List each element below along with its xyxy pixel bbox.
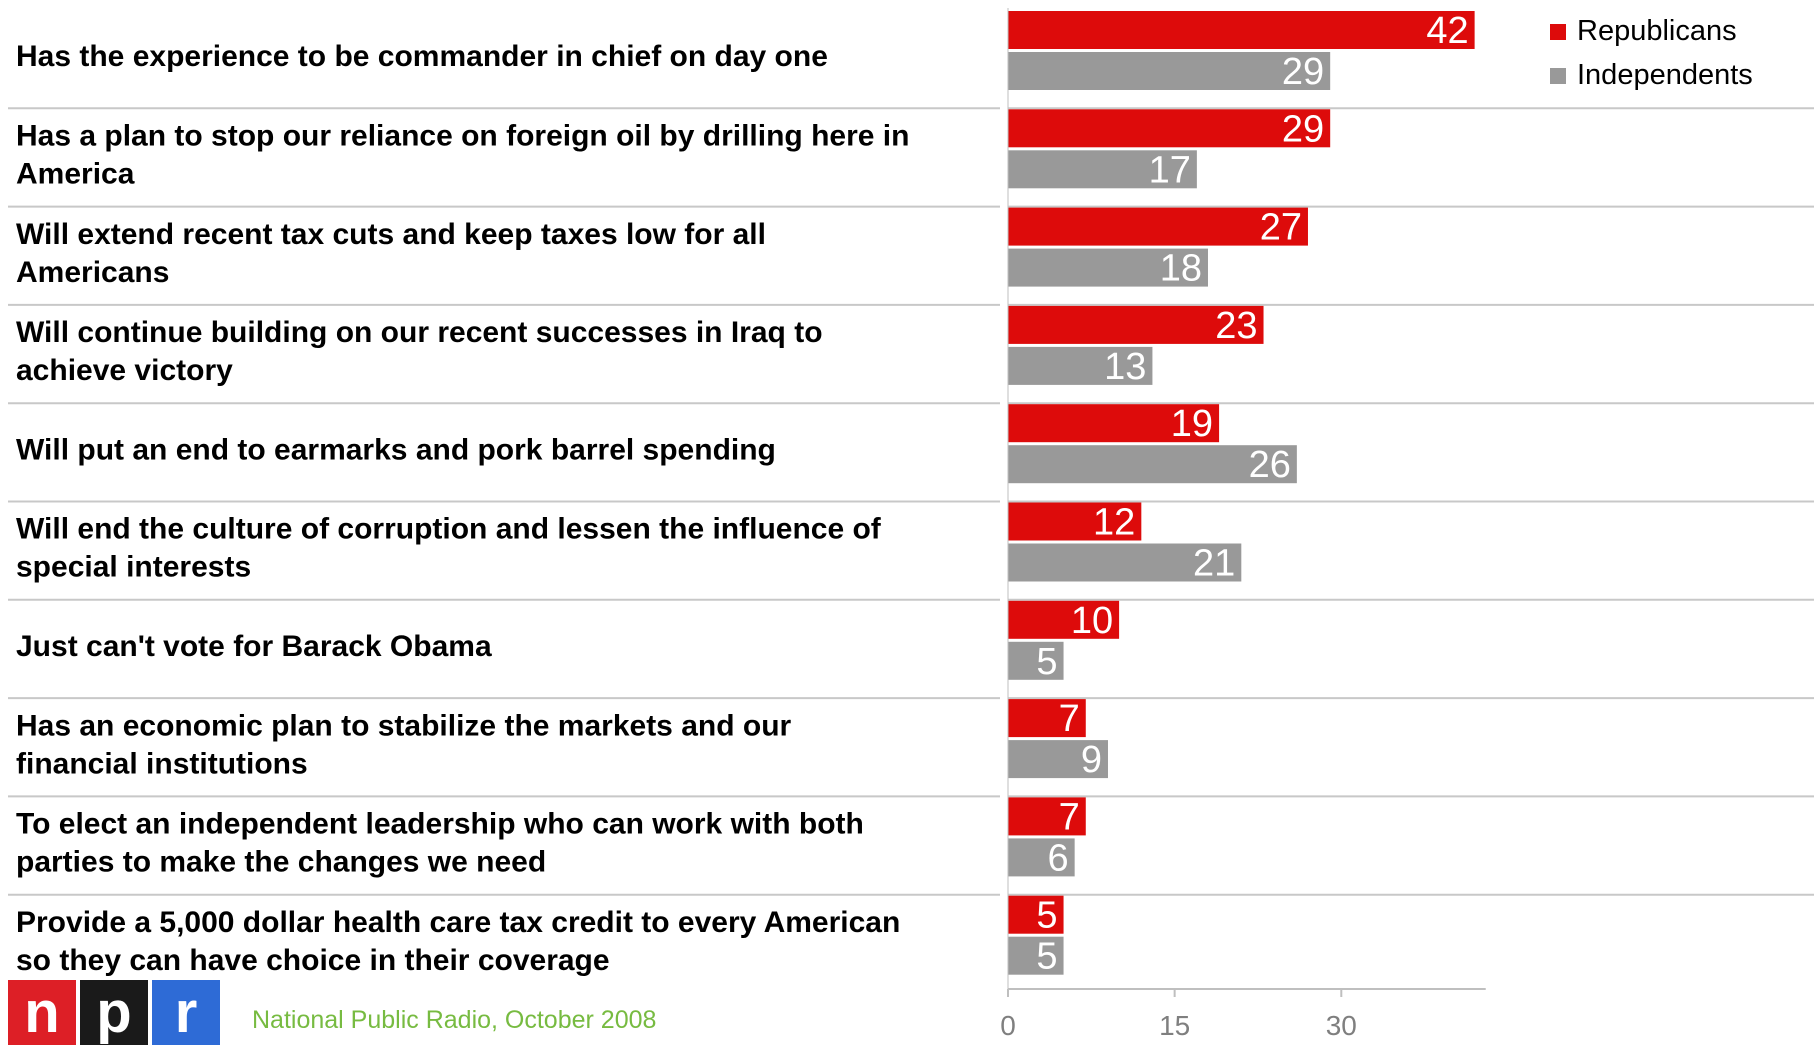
logo-tile — [152, 980, 220, 1045]
data-label-republicans: 10 — [1071, 600, 1113, 642]
data-label-independents: 26 — [1249, 444, 1291, 486]
bar-independents — [1008, 248, 1208, 287]
bar-independents — [1008, 936, 1064, 975]
data-label-independents: 5 — [1036, 936, 1057, 978]
category-label-line: parties to make the changes we need — [16, 846, 546, 879]
bar-independents — [1008, 740, 1108, 779]
legend-swatch-independents — [1550, 68, 1566, 84]
bar-republicans — [1008, 895, 1064, 934]
bar-independents — [1008, 150, 1197, 189]
bar-republicans — [1008, 305, 1264, 344]
bar-republicans — [1008, 11, 1475, 49]
category-label-line: Provide a 5,000 dollar health care tax c… — [16, 906, 900, 939]
bar-republicans — [1008, 404, 1220, 443]
data-label-independents: 21 — [1193, 543, 1235, 585]
data-label-republicans: 19 — [1171, 403, 1213, 445]
category-label: Has an economic plan to stabilize the ma… — [16, 709, 792, 780]
bar-republicans — [1008, 600, 1120, 639]
data-label-independents: 29 — [1282, 51, 1324, 93]
data-label-republicans: 7 — [1059, 698, 1080, 740]
category-label: Will put an end to earmarks and pork bar… — [16, 433, 776, 466]
logo-tile — [8, 980, 76, 1045]
legend-label-independents: Independents — [1577, 59, 1753, 91]
data-label-republicans: 27 — [1260, 207, 1302, 249]
category-label-line: Will put an end to earmarks and pork bar… — [16, 433, 776, 466]
data-label-independents: 6 — [1048, 837, 1069, 879]
x-tick-label: 0 — [1000, 1010, 1016, 1041]
category-label: To elect an independent leadership who c… — [16, 808, 864, 879]
x-axis: 0 15 30 — [1000, 8, 1486, 1041]
legend-swatch-republicans — [1550, 24, 1566, 40]
category-label-line: so they can have choice in their coverag… — [16, 944, 610, 977]
category-label-line: Has an economic plan to stabilize the ma… — [16, 709, 792, 742]
data-label-independents: 18 — [1160, 248, 1202, 290]
data-label-independents: 5 — [1036, 641, 1057, 683]
category-label: Provide a 5,000 dollar health care tax c… — [16, 906, 900, 977]
bar-republicans — [1008, 797, 1086, 836]
bar-independents — [1008, 838, 1075, 877]
data-label-independents: 13 — [1104, 346, 1146, 388]
category-label-line: Just can't vote for Barack Obama — [16, 630, 492, 663]
bar-independents — [1008, 445, 1297, 484]
category-label: Will continue building on our recent suc… — [16, 316, 823, 387]
source-note: National Public Radio, October 2008 — [252, 1006, 656, 1034]
category-label: Has a plan to stop our reliance on forei… — [16, 119, 909, 190]
bar-republicans — [1008, 109, 1331, 148]
data-label-independents: 9 — [1081, 739, 1102, 781]
category-label-line: Americans — [16, 256, 169, 289]
category-label-line: Has a plan to stop our reliance on forei… — [16, 119, 909, 152]
category-labels: Has the experience to be commander in ch… — [16, 40, 909, 977]
data-label-republicans: 29 — [1282, 108, 1324, 150]
x-tick-label: 15 — [1159, 1010, 1190, 1041]
bar-republicans — [1008, 207, 1308, 246]
category-label-line: Will end the culture of corruption and l… — [16, 513, 882, 546]
bar-independents — [1008, 52, 1331, 90]
data-label-republicans: 23 — [1215, 305, 1257, 347]
category-label-line: Will extend recent tax cuts and keep tax… — [16, 218, 766, 251]
logo-letter: r — [175, 980, 198, 1045]
bar-independents — [1008, 543, 1242, 582]
category-label-line: America — [16, 157, 135, 190]
category-label-line: Has the experience to be commander in ch… — [16, 40, 828, 73]
logo-letter: p — [96, 980, 131, 1045]
data-label-republicans: 42 — [1426, 10, 1468, 52]
data-label-republicans: 12 — [1093, 502, 1135, 544]
bar-republicans — [1008, 699, 1086, 738]
data-label-independents: 17 — [1149, 149, 1191, 191]
category-label-line: achieve victory — [16, 354, 233, 387]
bar-independents — [1008, 641, 1064, 680]
row-separators — [8, 107, 1814, 896]
category-label: Has the experience to be commander in ch… — [16, 40, 828, 73]
category-label: Will end the culture of corruption and l… — [16, 513, 882, 584]
bar-independents — [1008, 346, 1153, 385]
category-label-line: special interests — [16, 551, 251, 584]
category-label-line: Will continue building on our recent suc… — [16, 316, 823, 349]
logo-letter: n — [24, 980, 59, 1045]
legend: Republicans Independents — [1550, 15, 1753, 91]
bar-republicans — [1008, 502, 1142, 541]
category-label-line: financial institutions — [16, 747, 308, 780]
data-label-republicans: 7 — [1059, 796, 1080, 838]
x-tick-label: 30 — [1326, 1010, 1357, 1041]
category-label: Just can't vote for Barack Obama — [16, 630, 492, 663]
logo-tile — [80, 980, 148, 1045]
category-label-line: To elect an independent leadership who c… — [16, 808, 864, 841]
legend-label-republicans: Republicans — [1577, 15, 1737, 47]
data-label-republicans: 5 — [1036, 895, 1057, 937]
category-label: Will extend recent tax cuts and keep tax… — [16, 218, 766, 289]
